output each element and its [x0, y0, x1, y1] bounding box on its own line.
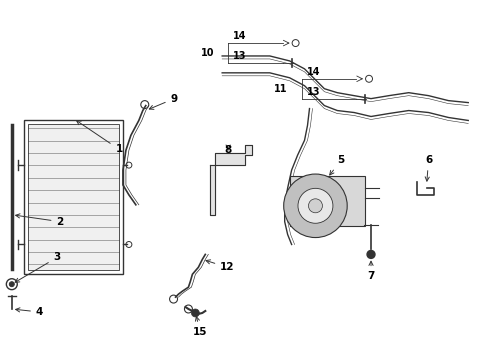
Text: 9: 9 — [149, 94, 177, 109]
Text: 11: 11 — [274, 84, 287, 94]
Circle shape — [366, 251, 374, 258]
Polygon shape — [210, 145, 251, 215]
Circle shape — [191, 309, 199, 317]
Text: 2: 2 — [16, 214, 63, 227]
Bar — [289, 176, 365, 226]
Circle shape — [308, 199, 322, 213]
Text: 12: 12 — [205, 260, 234, 272]
Text: 8: 8 — [224, 145, 231, 155]
Text: 4: 4 — [16, 307, 43, 317]
Text: 10: 10 — [201, 48, 214, 58]
Text: 14: 14 — [233, 31, 246, 41]
Text: 15: 15 — [193, 317, 207, 337]
Text: 5: 5 — [329, 155, 344, 175]
Text: 7: 7 — [366, 261, 374, 281]
Text: 13: 13 — [306, 87, 319, 96]
Text: 1: 1 — [77, 121, 122, 154]
Bar — [28, 125, 119, 270]
Text: 13: 13 — [233, 51, 246, 61]
Circle shape — [9, 282, 14, 287]
Circle shape — [297, 188, 332, 223]
Circle shape — [283, 174, 346, 238]
Text: 14: 14 — [306, 67, 319, 77]
Text: 6: 6 — [424, 155, 431, 181]
Bar — [24, 121, 122, 274]
Text: 3: 3 — [15, 252, 61, 282]
